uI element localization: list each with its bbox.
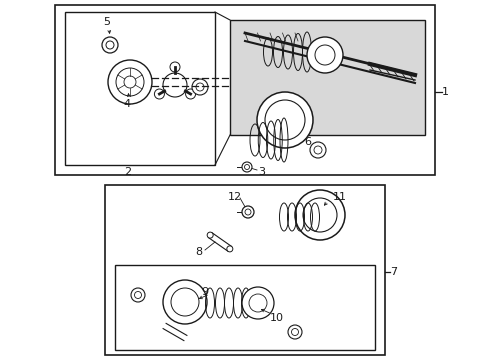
Text: 11: 11 — [332, 192, 346, 202]
Circle shape — [124, 76, 136, 88]
Text: 12: 12 — [227, 192, 242, 202]
Circle shape — [314, 45, 334, 65]
Circle shape — [163, 73, 186, 97]
Circle shape — [108, 60, 152, 104]
Circle shape — [264, 100, 305, 140]
Circle shape — [306, 37, 342, 73]
Circle shape — [131, 288, 145, 302]
Text: 9: 9 — [201, 287, 207, 297]
Circle shape — [287, 325, 302, 339]
Circle shape — [242, 287, 273, 319]
Circle shape — [257, 92, 312, 148]
Ellipse shape — [226, 246, 232, 252]
Circle shape — [106, 41, 114, 49]
Circle shape — [170, 62, 180, 72]
Circle shape — [102, 37, 118, 53]
Bar — [229, 20, 424, 135]
Text: 5: 5 — [103, 17, 110, 27]
Circle shape — [185, 89, 195, 99]
Bar — [55, 5, 434, 175]
Circle shape — [196, 83, 203, 91]
Circle shape — [163, 280, 206, 324]
Text: 3: 3 — [258, 167, 264, 177]
Circle shape — [116, 68, 143, 96]
Circle shape — [303, 198, 336, 232]
Bar — [65, 12, 215, 165]
Circle shape — [291, 328, 298, 336]
Bar — [105, 185, 384, 355]
Circle shape — [192, 79, 207, 95]
Text: 4: 4 — [123, 99, 130, 109]
Circle shape — [313, 146, 321, 154]
Circle shape — [244, 209, 250, 215]
Text: 10: 10 — [269, 313, 284, 323]
Circle shape — [294, 190, 345, 240]
Circle shape — [154, 89, 164, 99]
Circle shape — [171, 288, 199, 316]
Circle shape — [248, 294, 266, 312]
Circle shape — [244, 165, 249, 170]
Circle shape — [309, 142, 325, 158]
Text: 6: 6 — [304, 137, 311, 147]
Text: 8: 8 — [195, 247, 202, 257]
Bar — [115, 265, 374, 350]
Circle shape — [134, 292, 141, 298]
Circle shape — [242, 162, 251, 172]
Text: 7: 7 — [389, 267, 396, 277]
Text: 1: 1 — [441, 87, 448, 97]
Text: 2: 2 — [124, 167, 131, 177]
Circle shape — [242, 206, 253, 218]
Ellipse shape — [207, 232, 213, 238]
